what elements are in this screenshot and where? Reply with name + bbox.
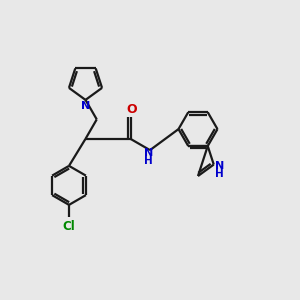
Text: N: N [215,161,224,171]
Text: N: N [81,101,90,111]
Text: H: H [144,156,153,166]
Text: Cl: Cl [63,220,75,233]
Text: O: O [127,103,137,116]
Text: H: H [215,169,224,179]
Text: N: N [144,148,153,158]
